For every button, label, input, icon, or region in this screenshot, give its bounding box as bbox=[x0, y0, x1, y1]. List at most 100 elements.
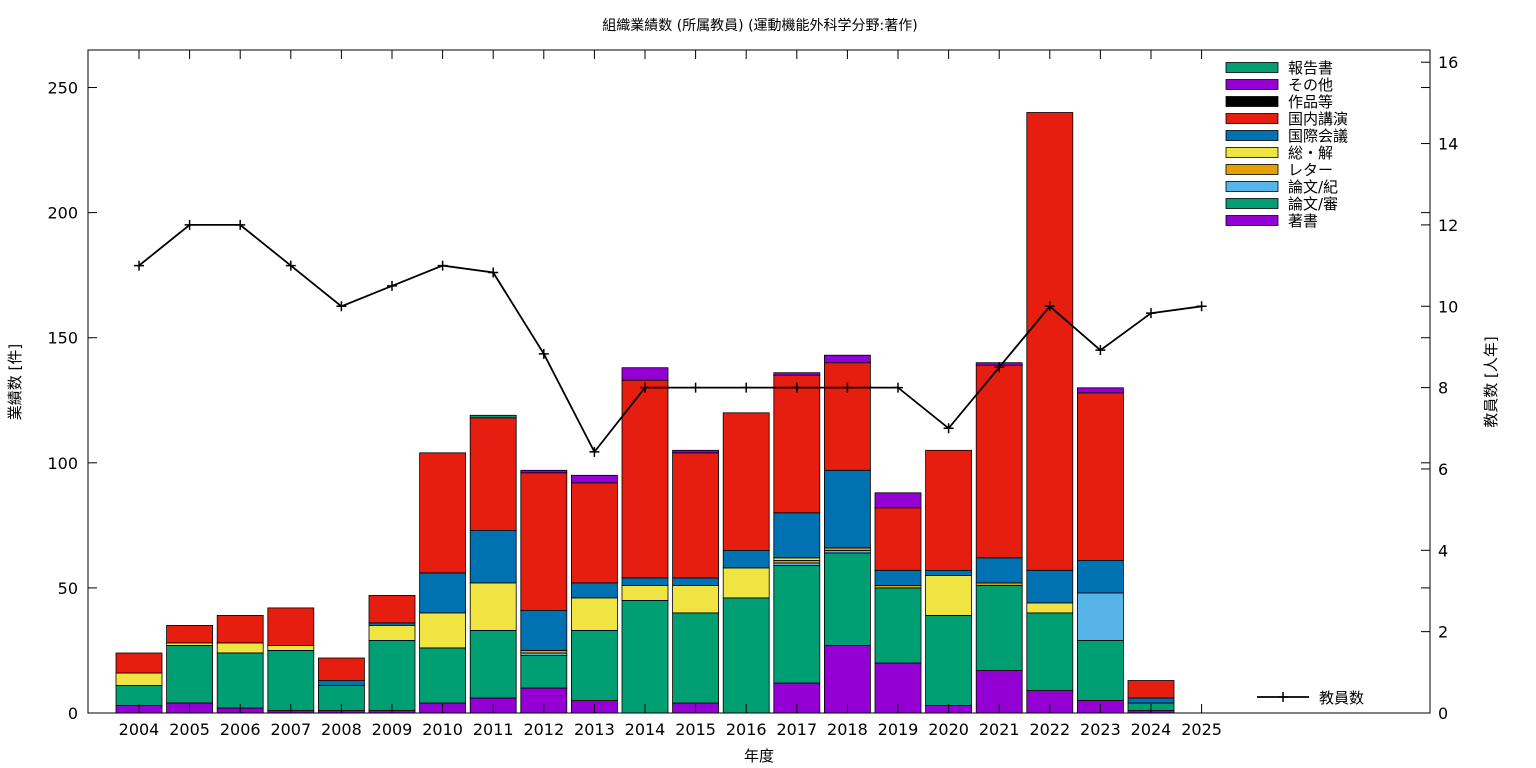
staff-point-2025 bbox=[1196, 301, 1207, 312]
y2-axis-label: 教員数 [人年] bbox=[1482, 336, 1500, 427]
bar-segment-2020-s5 bbox=[925, 570, 972, 576]
legend-label-5: 総・解 bbox=[1288, 144, 1333, 162]
bar-segment-2013-s8 bbox=[571, 474, 618, 484]
staff-point-2010 bbox=[437, 260, 448, 271]
bar-segment-2006-s6 bbox=[216, 615, 264, 644]
bar-segment-2008-s5 bbox=[317, 680, 365, 686]
bar-segment-2024-s5 bbox=[1127, 697, 1175, 704]
bar-segment-2006-s4 bbox=[216, 642, 264, 654]
legend-label-8: 論文/審 bbox=[1288, 195, 1338, 213]
x-tick-label-2009: 2009 bbox=[372, 720, 413, 739]
y-tick-label-150: 150 bbox=[47, 329, 78, 348]
staff-point-2011 bbox=[488, 267, 499, 278]
bar-segment-2010-s4 bbox=[419, 612, 467, 649]
bar-segment-2013-s1 bbox=[571, 630, 618, 701]
bar-segment-2010-s1 bbox=[419, 647, 467, 704]
bar-segment-2020-s1 bbox=[925, 615, 972, 706]
x-tick-label-2011: 2011 bbox=[473, 720, 514, 739]
legend-label-4: 国際会議 bbox=[1288, 127, 1348, 145]
x-tick-label-2014: 2014 bbox=[625, 720, 666, 739]
y-tick-label-50: 50 bbox=[58, 579, 78, 598]
bar-segment-2009-s6 bbox=[368, 595, 416, 624]
bar-segment-2022-s1 bbox=[1026, 612, 1074, 691]
x-tick-label-2008: 2008 bbox=[321, 720, 362, 739]
bar-segment-2014-s4 bbox=[621, 585, 669, 601]
bar-segment-2016-s4 bbox=[722, 567, 770, 599]
y-tick-label-0: 0 bbox=[68, 704, 78, 723]
staff-point-2009 bbox=[387, 280, 397, 291]
bar-segment-2004-s1 bbox=[115, 685, 163, 706]
x-tick-label-2013: 2013 bbox=[574, 720, 615, 739]
bar-segment-2022-s6 bbox=[1026, 112, 1074, 571]
staff-point-2015 bbox=[690, 382, 701, 393]
bar-segment-2021-s5 bbox=[975, 557, 1023, 584]
bar-segment-2015-s5 bbox=[672, 577, 719, 586]
legend-label-9: 著書 bbox=[1288, 212, 1318, 230]
x-tick-label-2015: 2015 bbox=[675, 720, 716, 739]
bar-segment-2015-s1 bbox=[672, 612, 719, 704]
bar-segment-2017-s4 bbox=[773, 557, 821, 561]
bar-segment-2011-s1 bbox=[469, 630, 517, 699]
bars-layer bbox=[115, 112, 1175, 714]
bar-segment-2023-s8 bbox=[1077, 387, 1124, 394]
y2-tick-label-16: 16 bbox=[1438, 53, 1458, 72]
staff-point-2007 bbox=[285, 260, 296, 271]
bar-segment-2016-s5 bbox=[722, 550, 770, 569]
bar-segment-2021-s6 bbox=[975, 364, 1023, 559]
bar-segment-2023-s1 bbox=[1077, 640, 1124, 701]
bar-segment-2013-s4 bbox=[571, 597, 618, 631]
staff-count-line bbox=[138, 223, 1202, 454]
y2-tick-label-4: 4 bbox=[1438, 541, 1448, 560]
legend-label-3: 国内講演 bbox=[1288, 110, 1348, 128]
x-tick-label-2024: 2024 bbox=[1131, 720, 1172, 739]
y-tick-label-250: 250 bbox=[47, 79, 78, 98]
bar-segment-2011-s6 bbox=[469, 417, 517, 531]
legend-label-7: 論文/紀 bbox=[1288, 178, 1338, 196]
x-tick-label-2005: 2005 bbox=[169, 720, 210, 739]
x-tick-label-2020: 2020 bbox=[928, 720, 969, 739]
y-tick-label-200: 200 bbox=[47, 204, 78, 223]
staff-point-2019 bbox=[893, 382, 903, 393]
y2-tick-label-14: 14 bbox=[1438, 135, 1458, 154]
staff-point-2020 bbox=[943, 423, 954, 434]
x-tick-label-2012: 2012 bbox=[523, 720, 564, 739]
bar-segment-2017-s8 bbox=[773, 372, 821, 376]
x-tick-label-2017: 2017 bbox=[776, 720, 817, 739]
legend-swatch-3 bbox=[1225, 113, 1279, 124]
bar-segment-2014-s8 bbox=[621, 367, 669, 381]
legend-swatch-1 bbox=[1225, 79, 1279, 90]
bar-segment-2005-s1 bbox=[166, 645, 214, 704]
bar-segment-2018-s5 bbox=[824, 469, 871, 549]
bar-segment-2019-s1 bbox=[874, 587, 922, 664]
bar-segment-2010-s5 bbox=[419, 572, 467, 614]
y2-tick-label-10: 10 bbox=[1438, 297, 1458, 316]
staff-point-2004 bbox=[134, 260, 144, 271]
staff-line-layer bbox=[134, 219, 1207, 457]
bar-segment-2016-s6 bbox=[722, 412, 770, 551]
bar-segment-2017-s5 bbox=[773, 512, 821, 559]
y2-tick-label-0: 0 bbox=[1438, 704, 1448, 723]
x-axis-label: 年度 bbox=[744, 747, 774, 765]
bar-segment-2018-s8 bbox=[824, 354, 871, 364]
plot-frame bbox=[87, 49, 1431, 714]
bar-segment-2019-s8 bbox=[874, 492, 922, 509]
bar-segment-2009-s4 bbox=[368, 625, 416, 641]
legend-label-1: その他 bbox=[1288, 76, 1333, 94]
legend-swatch-2 bbox=[1225, 96, 1279, 107]
x-tick-label-2016: 2016 bbox=[726, 720, 767, 739]
bar-segment-2022-s4 bbox=[1026, 602, 1074, 614]
bar-segment-2012-s8 bbox=[520, 469, 568, 474]
bar-segment-2012-s6 bbox=[520, 472, 568, 611]
x-tick-label-2019: 2019 bbox=[878, 720, 919, 739]
staff-point-2022 bbox=[1044, 301, 1055, 312]
bar-segment-2014-s1 bbox=[621, 600, 669, 714]
bar-segment-2021-s1 bbox=[975, 585, 1023, 671]
legend-swatch-0 bbox=[1225, 62, 1279, 73]
bar-segment-2023-s6 bbox=[1077, 392, 1124, 561]
bar-segment-2023-s5 bbox=[1077, 560, 1124, 594]
bar-segment-2019-s6 bbox=[874, 507, 922, 571]
bar-segment-2008-s6 bbox=[317, 657, 365, 681]
y2-tick-label-8: 8 bbox=[1438, 379, 1448, 398]
y-tick-label-100: 100 bbox=[47, 454, 78, 473]
bar-segment-2018-s0 bbox=[824, 645, 871, 714]
